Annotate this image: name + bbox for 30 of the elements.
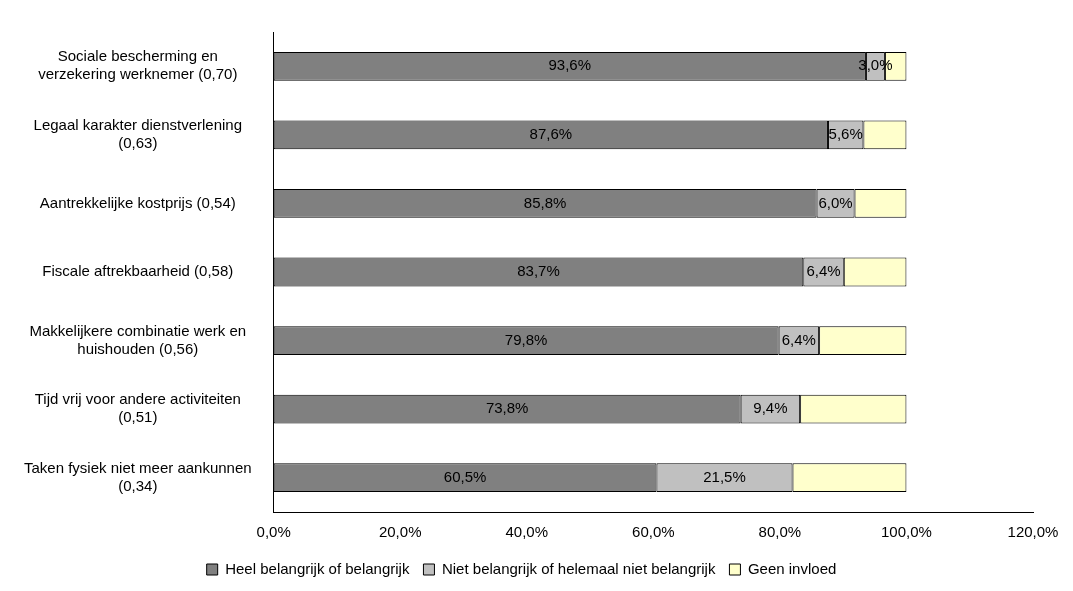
x-tick-label: 20,0% [378, 523, 422, 541]
x-tick-label: 120,0% [1007, 523, 1059, 541]
y-tick-label: Sociale bescherming en verzekering werknemer (0,70) [38, 47, 238, 83]
legend-label: Geen invloed [747, 559, 837, 577]
legend-label: Heel belangrijk of belangrijk [225, 559, 410, 577]
data-label: 85,8% [523, 193, 567, 211]
data-label: 6,4% [781, 330, 816, 348]
y-tick-label: Taken fysiek niet meer aankunnen (0,34) [24, 458, 252, 494]
data-label: 5,6% [828, 125, 863, 142]
data-label: 87,6% [529, 125, 573, 142]
x-tick-label: 40,0% [505, 523, 549, 541]
data-label: 6,4% [806, 262, 841, 280]
legend-label: Niet belangrijk of helemaal niet belangrijk [441, 559, 716, 577]
data-label: 93,6% [548, 56, 592, 74]
data-label: 6,0% [818, 193, 853, 211]
data-label: 9,4% [753, 399, 788, 417]
x-tick-label: 60,0% [632, 523, 675, 541]
data-label: 73,8% [485, 399, 529, 417]
data-label: 21,5% [703, 467, 746, 485]
x-tick-label: 0,0% [256, 523, 291, 541]
x-tick-label: 100,0% [881, 523, 932, 541]
y-tick-label: Aantrekkelijke kostprijs (0,54) [39, 193, 236, 211]
data-label: 79,8% [504, 330, 548, 348]
y-tick-label: Tijd vrij voor andere activiteiten (0,51) [34, 390, 241, 426]
data-label: 60,5% [443, 467, 487, 485]
x-tick-label: 80,0% [758, 523, 802, 541]
y-tick-label: Makkelijkere combinatie werk en huishouden (0,56) [29, 321, 247, 357]
y-tick-label: Fiscale aftrekbaarheid (0,58) [42, 262, 234, 280]
y-tick-label: Legaal karakter dienstverlening (0,63) [33, 116, 243, 151]
data-label: 83,7% [517, 262, 560, 280]
